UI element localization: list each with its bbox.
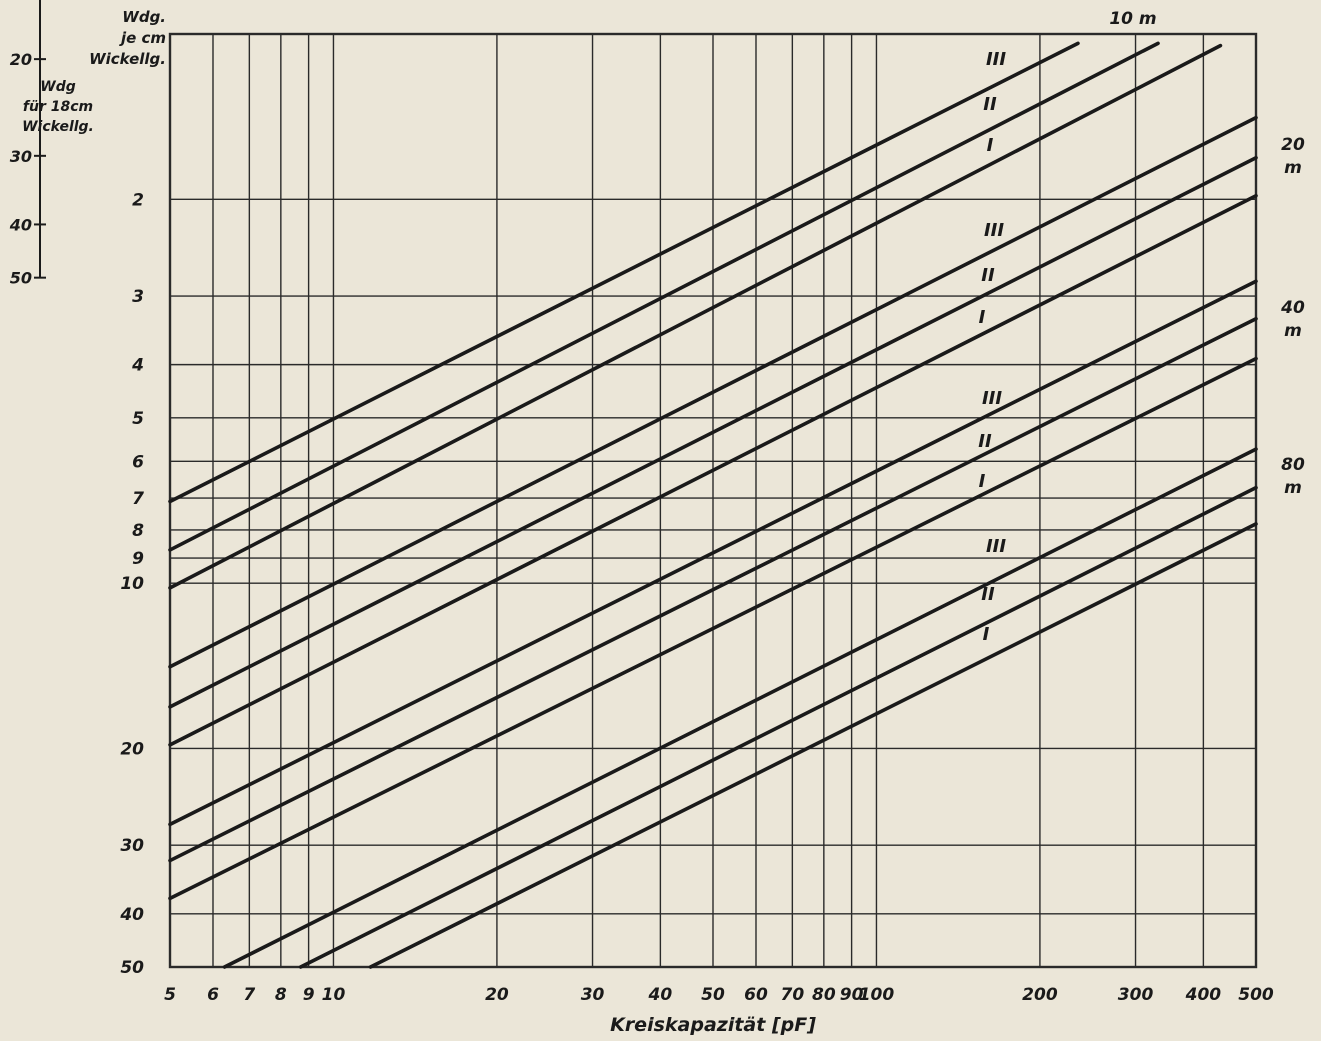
x-tick-label: 100 [859,985,895,1005]
y-inner-tick-label: 4 [131,356,144,376]
x-tick-label: 70 [781,985,805,1005]
x-tick-label: 80 [812,985,836,1005]
x-tick-label: 60 [744,985,768,1005]
x-tick-label: 8 [275,985,287,1005]
series-label-80m-II: II [981,584,995,605]
series-line-10m-I [168,43,1223,590]
y-outer-axis-title: für 18cm [23,99,93,115]
series-label-40m-I: I [979,471,986,492]
x-tick-label: 7 [243,985,255,1005]
series-label-40m-III: III [982,388,1002,409]
y-inner-tick-label: 8 [132,521,144,541]
x-tick-label: 90 [840,985,864,1005]
y-inner-tick-label: 3 [132,287,144,307]
y-inner-tick-label: 20 [120,739,144,759]
band-label-80m-value: 80 [1281,455,1305,475]
x-tick-label: 300 [1118,985,1154,1005]
series-label-10m-II: II [983,94,997,115]
y-outer-axis-title: Wickellg. [22,119,94,135]
y-inner-axis-title: Wdg. [122,8,166,26]
x-tick-label: 5 [164,985,176,1005]
x-tick-label: 400 [1185,985,1222,1005]
series-line-80m-I [368,522,1258,969]
x-tick-label: 10 [322,985,346,1005]
x-tick-label: 6 [207,985,219,1005]
y-outer-tick-label: 20 [10,50,32,69]
band-label-20m-unit: m [1284,158,1302,178]
y-outer-tick-label: 30 [10,147,32,166]
y-inner-tick-label: 40 [119,905,144,925]
band-label-80m-unit: m [1284,478,1302,498]
y-inner-tick-label: 9 [132,549,144,569]
y-outer-tick-label: 50 [10,269,32,288]
x-tick-label: 9 [303,985,315,1005]
series-label-80m-III: III [986,536,1006,557]
series-line-20m-II [168,155,1258,709]
series-line-40m-III [168,279,1258,827]
y-inner-axis-title: Wickellg. [89,50,166,68]
y-inner-tick-label: 2 [132,190,144,210]
y-inner-tick-label: 5 [132,409,144,429]
series-line-10m-II [168,41,1160,552]
series-line-80m-III [222,447,1258,969]
y-inner-tick-label: 7 [132,489,144,509]
band-label-40m-unit: m [1284,321,1302,341]
band-label-10m: 10 m [1109,9,1156,29]
x-tick-label: 30 [581,985,605,1005]
series-line-40m-I [168,356,1258,901]
x-tick-label: 500 [1238,985,1274,1005]
series-line-10m-III [168,41,1080,504]
x-tick-label: 50 [701,985,725,1005]
series-line-20m-III [168,115,1258,669]
series-label-20m-I: I [979,307,986,328]
y-inner-tick-label: 30 [120,836,144,856]
y-inner-axis-title: je cm [119,29,166,47]
y-inner-tick-label: 50 [120,958,144,978]
y-outer-axis-title: Wdg [40,79,76,95]
y-outer-tick-label: 40 [9,215,32,234]
x-tick-label: 200 [1022,985,1058,1005]
band-label-20m-value: 20 [1281,135,1305,155]
series-line-80m-II [298,485,1258,969]
y-inner-tick-label: 10 [120,574,144,594]
x-tick-label: 40 [648,985,673,1005]
series-label-80m-I: I [983,624,990,645]
series-label-10m-III: III [986,49,1006,70]
series-line-20m-I [168,193,1258,747]
series-label-20m-II: II [981,265,995,286]
series-label-20m-III: III [984,220,1004,241]
series-label-40m-II: II [978,431,992,452]
band-label-40m-value: 40 [1280,298,1305,318]
series-line-40m-II [168,316,1258,863]
y-inner-tick-label: 6 [132,452,144,472]
x-tick-label: 20 [485,985,509,1005]
series-label-10m-I: I [987,135,994,156]
x-axis-label: Kreiskapazität [pF] [610,1014,816,1036]
